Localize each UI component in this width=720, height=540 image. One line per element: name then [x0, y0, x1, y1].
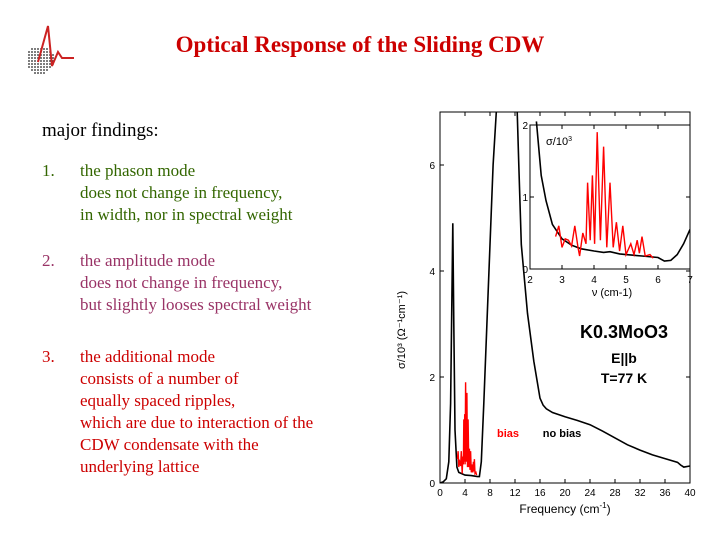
series-line-no-bias: [535, 121, 690, 262]
compound-label: K0.3MoO3: [580, 322, 668, 342]
x-tick-label: 3: [559, 275, 565, 286]
logo-icon: [28, 25, 74, 74]
x-axis-label: Frequency (cm-1): [519, 501, 610, 516]
nobias-label: no bias: [543, 428, 582, 440]
y-tick-label: 2: [429, 373, 435, 384]
finding-line: equally spaced ripples,: [80, 391, 236, 410]
y-tick-label: 0: [429, 479, 435, 490]
x-tick-label: 28: [609, 488, 621, 499]
x-tick-label: 7: [687, 275, 693, 286]
x-tick-label: 36: [659, 488, 671, 499]
x-tick-label: 4: [591, 275, 597, 286]
polarization-label: E||b: [611, 350, 637, 366]
x-tick-label: 12: [509, 488, 521, 499]
finding-line: but slightly looses spectral weight: [80, 295, 312, 314]
plot-frame: [529, 124, 691, 270]
x-tick-label: 20: [559, 488, 571, 499]
x-tick-label: 40: [684, 488, 696, 499]
x-tick-label: 4: [462, 488, 468, 499]
y-axis-label: σ/10³ (Ω⁻¹cm⁻¹): [396, 291, 408, 369]
x-tick-label: 32: [634, 488, 646, 499]
inset-plot: 2 3 4 5 6 7 0 1 2: [522, 121, 693, 286]
finding-line: which are due to interaction of the: [80, 413, 314, 432]
x-tick-label: 16: [534, 488, 546, 499]
y-tick-label: 2: [522, 121, 528, 132]
finding-line: consists of a number of: [80, 369, 239, 388]
finding-line: underlying lattice: [80, 457, 200, 476]
slide-title: Optical Response of the Sliding CDW: [175, 32, 545, 57]
finding-number: 2.: [42, 251, 55, 270]
x-tick-label: 6: [655, 275, 661, 286]
finding-line: does not change in frequency,: [80, 183, 283, 202]
x-tick-label: 24: [584, 488, 596, 499]
x-tick-label: 2: [527, 275, 533, 286]
x-tick-label: 0: [437, 488, 443, 499]
finding-line: the amplitude mode: [80, 251, 216, 270]
series-line-bias: [554, 132, 654, 259]
finding-line: CDW condensate with the: [80, 435, 259, 454]
finding-number: 1.: [42, 161, 55, 180]
series-line-no-bias: [440, 112, 690, 483]
inset-title: σ/103: [546, 136, 572, 148]
findings-heading: major findings:: [42, 120, 159, 141]
bias-label: bias: [497, 428, 519, 440]
y-tick-label: 0: [522, 265, 528, 276]
finding-line: the phason mode: [80, 161, 196, 180]
x-tick-label: 8: [487, 488, 493, 499]
y-tick-label: 6: [429, 161, 435, 172]
y-tick-label: 1: [522, 193, 528, 204]
x-tick-label: 5: [623, 275, 629, 286]
inset-x-axis-label: ν (cm-1): [592, 287, 632, 299]
y-tick-label: 4: [429, 267, 435, 278]
series-line-bias: [456, 382, 478, 476]
finding-line: the additional mode: [80, 347, 216, 366]
finding-number: 3.: [42, 347, 55, 366]
temperature-label: T=77 K: [601, 370, 647, 386]
finding-line: does not change in frequency,: [80, 273, 283, 292]
finding-line: in width, nor in spectral weight: [80, 205, 293, 224]
